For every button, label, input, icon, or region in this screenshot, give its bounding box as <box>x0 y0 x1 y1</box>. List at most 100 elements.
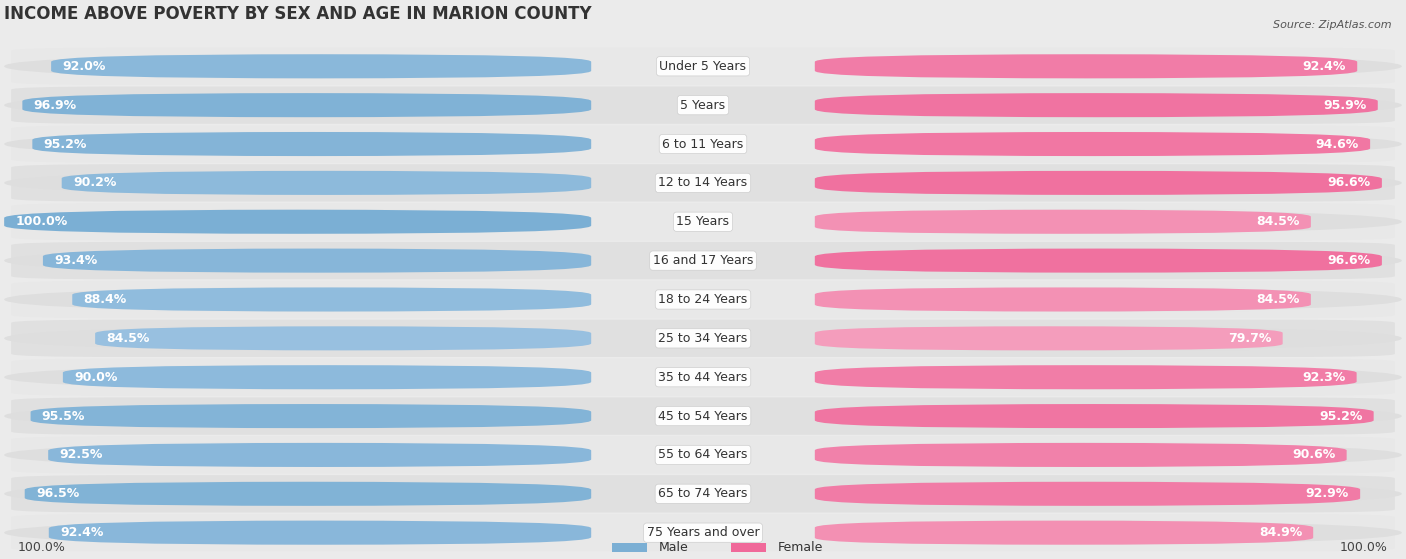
FancyBboxPatch shape <box>48 443 591 467</box>
FancyBboxPatch shape <box>815 482 1360 506</box>
Text: 18 to 24 Years: 18 to 24 Years <box>658 293 748 306</box>
FancyBboxPatch shape <box>815 210 1402 234</box>
Text: 90.6%: 90.6% <box>1292 448 1336 461</box>
FancyBboxPatch shape <box>815 365 1402 389</box>
FancyBboxPatch shape <box>815 404 1402 428</box>
Text: 95.5%: 95.5% <box>42 410 86 423</box>
FancyBboxPatch shape <box>49 520 591 544</box>
Text: 92.3%: 92.3% <box>1302 371 1346 383</box>
Text: 96.6%: 96.6% <box>1327 254 1371 267</box>
Text: Female: Female <box>778 541 823 554</box>
Text: 96.5%: 96.5% <box>37 487 79 500</box>
FancyBboxPatch shape <box>815 132 1402 156</box>
FancyBboxPatch shape <box>815 54 1402 78</box>
FancyBboxPatch shape <box>4 132 591 156</box>
FancyBboxPatch shape <box>4 249 591 273</box>
FancyBboxPatch shape <box>25 482 591 506</box>
Text: 25 to 34 Years: 25 to 34 Years <box>658 332 748 345</box>
FancyBboxPatch shape <box>815 249 1402 273</box>
Text: 90.2%: 90.2% <box>73 177 117 190</box>
FancyBboxPatch shape <box>11 436 1395 473</box>
Text: 92.4%: 92.4% <box>60 526 103 539</box>
FancyBboxPatch shape <box>815 520 1313 544</box>
Text: Male: Male <box>658 541 689 554</box>
FancyBboxPatch shape <box>815 171 1382 195</box>
Text: 100.0%: 100.0% <box>1340 541 1388 554</box>
Text: 6 to 11 Years: 6 to 11 Years <box>662 138 744 150</box>
FancyBboxPatch shape <box>815 365 1357 389</box>
Text: 100.0%: 100.0% <box>18 541 66 554</box>
FancyBboxPatch shape <box>4 171 591 195</box>
FancyBboxPatch shape <box>4 443 591 467</box>
Text: 90.0%: 90.0% <box>75 371 118 383</box>
FancyBboxPatch shape <box>815 326 1282 350</box>
Text: 94.6%: 94.6% <box>1316 138 1360 150</box>
FancyBboxPatch shape <box>4 482 591 506</box>
Text: 93.4%: 93.4% <box>53 254 97 267</box>
FancyBboxPatch shape <box>72 287 591 311</box>
Text: Source: ZipAtlas.com: Source: ZipAtlas.com <box>1274 20 1392 30</box>
Text: 79.7%: 79.7% <box>1227 332 1271 345</box>
Text: 92.9%: 92.9% <box>1306 487 1348 500</box>
FancyBboxPatch shape <box>4 210 591 234</box>
FancyBboxPatch shape <box>11 87 1395 124</box>
FancyBboxPatch shape <box>62 171 591 195</box>
Text: 95.2%: 95.2% <box>44 138 87 150</box>
FancyBboxPatch shape <box>815 287 1402 311</box>
Text: 96.6%: 96.6% <box>1327 177 1371 190</box>
FancyBboxPatch shape <box>11 358 1395 396</box>
Text: 95.2%: 95.2% <box>1319 410 1362 423</box>
FancyBboxPatch shape <box>63 365 591 389</box>
FancyBboxPatch shape <box>51 54 591 78</box>
FancyBboxPatch shape <box>815 520 1402 544</box>
FancyBboxPatch shape <box>815 132 1369 156</box>
FancyBboxPatch shape <box>815 249 1382 273</box>
FancyBboxPatch shape <box>815 287 1310 311</box>
Text: 96.9%: 96.9% <box>34 98 77 112</box>
FancyBboxPatch shape <box>4 210 591 234</box>
FancyBboxPatch shape <box>612 543 647 552</box>
FancyBboxPatch shape <box>815 404 1374 428</box>
FancyBboxPatch shape <box>815 326 1402 350</box>
FancyBboxPatch shape <box>4 326 591 350</box>
FancyBboxPatch shape <box>815 93 1378 117</box>
FancyBboxPatch shape <box>4 54 591 78</box>
Text: 55 to 64 Years: 55 to 64 Years <box>658 448 748 461</box>
Text: 35 to 44 Years: 35 to 44 Years <box>658 371 748 383</box>
FancyBboxPatch shape <box>4 520 591 544</box>
FancyBboxPatch shape <box>731 543 766 552</box>
Text: 75 Years and over: 75 Years and over <box>647 526 759 539</box>
FancyBboxPatch shape <box>11 475 1395 513</box>
FancyBboxPatch shape <box>44 249 591 273</box>
FancyBboxPatch shape <box>11 397 1395 435</box>
FancyBboxPatch shape <box>4 93 591 117</box>
FancyBboxPatch shape <box>815 171 1402 195</box>
Text: 92.0%: 92.0% <box>62 60 105 73</box>
Text: 92.5%: 92.5% <box>59 448 103 461</box>
Text: 100.0%: 100.0% <box>15 215 67 228</box>
FancyBboxPatch shape <box>815 93 1402 117</box>
Text: Under 5 Years: Under 5 Years <box>659 60 747 73</box>
Text: 84.5%: 84.5% <box>1257 215 1299 228</box>
Text: 45 to 54 Years: 45 to 54 Years <box>658 410 748 423</box>
FancyBboxPatch shape <box>22 93 591 117</box>
FancyBboxPatch shape <box>11 281 1395 318</box>
Text: 15 Years: 15 Years <box>676 215 730 228</box>
FancyBboxPatch shape <box>32 132 591 156</box>
Text: 84.5%: 84.5% <box>107 332 149 345</box>
FancyBboxPatch shape <box>815 482 1402 506</box>
Text: 84.5%: 84.5% <box>1257 293 1299 306</box>
Text: 5 Years: 5 Years <box>681 98 725 112</box>
FancyBboxPatch shape <box>96 326 591 350</box>
FancyBboxPatch shape <box>11 48 1395 85</box>
Text: 92.4%: 92.4% <box>1303 60 1346 73</box>
Text: 84.9%: 84.9% <box>1258 526 1302 539</box>
Text: 88.4%: 88.4% <box>83 293 127 306</box>
FancyBboxPatch shape <box>11 514 1395 551</box>
FancyBboxPatch shape <box>11 242 1395 280</box>
FancyBboxPatch shape <box>31 404 591 428</box>
FancyBboxPatch shape <box>4 404 591 428</box>
FancyBboxPatch shape <box>4 287 591 311</box>
Text: 65 to 74 Years: 65 to 74 Years <box>658 487 748 500</box>
FancyBboxPatch shape <box>815 54 1357 78</box>
